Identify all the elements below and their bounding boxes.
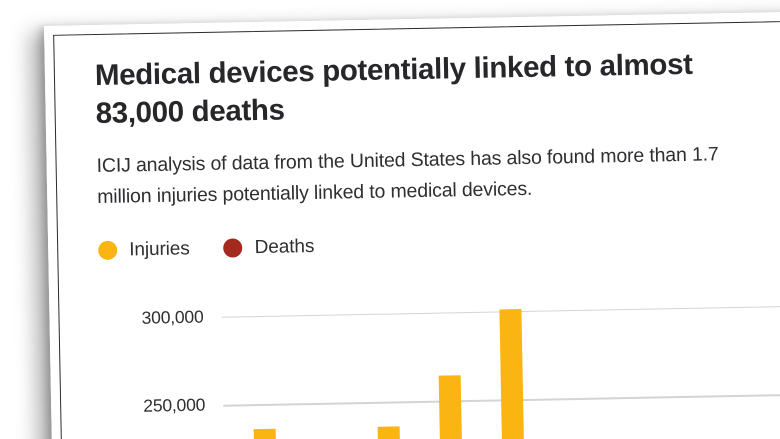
bar-series-injuries [221, 269, 780, 439]
card-inner-border: Medical devices potentially linked to al… [53, 18, 780, 439]
page-title: Medical devices potentially linked to al… [94, 47, 693, 130]
infographic-card: Medical devices potentially linked to al… [44, 9, 780, 439]
card-content: Medical devices potentially linked to al… [95, 42, 780, 439]
subtitle-text: ICIJ analysis of data from the United St… [96, 142, 719, 209]
circle-dot-icon [223, 238, 243, 258]
legend-item-injuries: Injuries [98, 238, 190, 262]
legend-label-deaths: Deaths [254, 235, 315, 258]
bar [253, 428, 279, 439]
bar [438, 375, 465, 439]
chart-legend: Injuries Deaths [98, 224, 780, 261]
y-axis-tick-label: 300,000 [141, 306, 204, 328]
bar [499, 309, 527, 439]
legend-label-injuries: Injuries [129, 237, 190, 261]
legend-item-deaths: Deaths [223, 236, 314, 260]
card-white-frame: Medical devices potentially linked to al… [44, 9, 780, 439]
circle-dot-icon [98, 240, 118, 261]
bar [377, 426, 403, 439]
plot-area [221, 269, 780, 439]
y-axis-tick-label: 250,000 [143, 394, 206, 416]
